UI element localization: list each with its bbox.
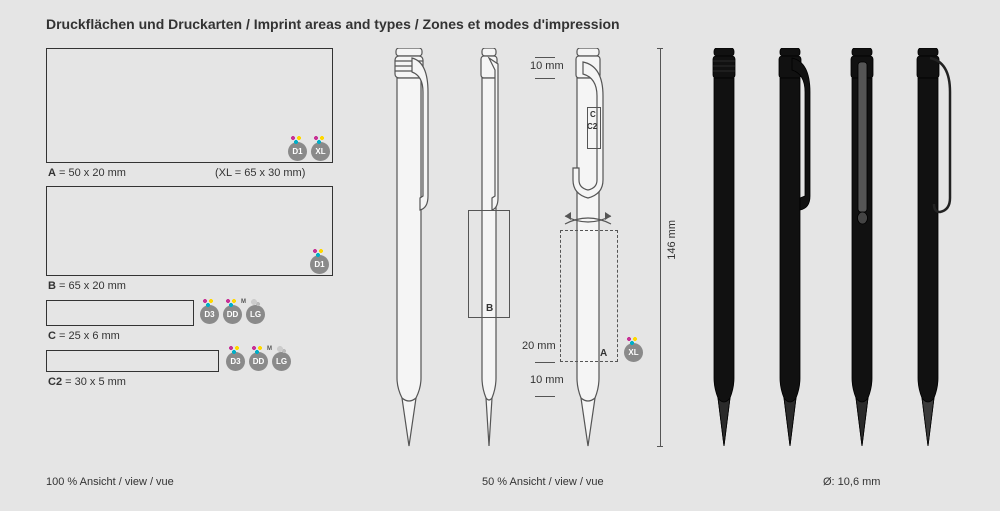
- badge-lg: LG: [246, 305, 265, 324]
- pen-black-3: [838, 48, 886, 448]
- overlay-b-label: B: [486, 303, 493, 314]
- overlay-c-label: C: [590, 110, 596, 119]
- badge-lg: LG: [272, 352, 291, 371]
- imprint-area-c2: [46, 350, 219, 372]
- area-a-label: A = 50 x 20 mm: [48, 167, 126, 179]
- dim-length-line: [660, 48, 661, 446]
- area-c2-label: C2 = 30 x 5 mm: [48, 376, 126, 388]
- badge-dd: DDM: [223, 305, 242, 324]
- dim-top: 10 mm: [530, 60, 564, 72]
- area-a-xl-label: (XL = 65 x 30 mm): [215, 167, 305, 179]
- area-c-badges: D3 DDM LG: [200, 305, 265, 324]
- pen-black-1: [700, 48, 748, 448]
- area-c2-badges: D3 DDM LG: [226, 352, 291, 371]
- dim-body: 20 mm: [522, 340, 556, 352]
- footer-left: 100 % Ansicht / view / vue: [46, 476, 174, 488]
- footer-diameter: Ø: 10,6 mm: [823, 476, 880, 488]
- imprint-area-c: [46, 300, 194, 326]
- badge-d1: D1: [288, 142, 307, 161]
- overlay-a-label: A: [600, 348, 607, 359]
- dim-length: 146 mm: [666, 220, 678, 260]
- badge-dd: DDM: [249, 352, 268, 371]
- overlay-a: [560, 230, 618, 362]
- area-b-badges: D1: [310, 255, 329, 274]
- badge-xl: XL: [624, 343, 643, 362]
- imprint-area-b: [46, 186, 333, 276]
- area-c-label: C = 25 x 6 mm: [48, 330, 120, 342]
- area-b-label: B = 65 x 20 mm: [48, 280, 126, 292]
- area-a-badges: D1 XL: [288, 142, 330, 161]
- overlay-c2-label: C2: [587, 122, 597, 131]
- pen-black-4: [904, 48, 958, 448]
- pen-black-2: [766, 48, 818, 448]
- badge-d3: D3: [200, 305, 219, 324]
- page-title: Druckflächen und Druckarten / Imprint ar…: [46, 16, 620, 32]
- badge-xl: XL: [311, 142, 330, 161]
- overlay-xl-badge: XL: [624, 343, 643, 362]
- footer-middle: 50 % Ansicht / view / vue: [482, 476, 604, 488]
- badge-d1: D1: [310, 255, 329, 274]
- badge-d3: D3: [226, 352, 245, 371]
- overlay-b: [468, 210, 510, 318]
- pen-outline-front: [382, 48, 436, 448]
- dim-bottom: 10 mm: [530, 374, 564, 386]
